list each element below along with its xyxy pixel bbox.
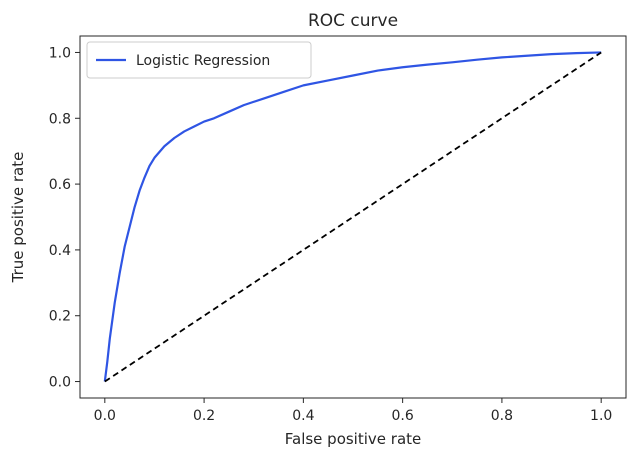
y-tick-label: 0.4 [49, 243, 71, 259]
chart-title: ROC curve [308, 11, 398, 31]
y-axis-label: True positive rate [9, 152, 27, 284]
series-line-logistic-regression [103, 51, 602, 382]
legend: Logistic Regression [86, 41, 312, 79]
y-tick-label: 0.0 [49, 375, 71, 391]
x-tick-label: 0.6 [392, 408, 414, 424]
series-line-chance-diagonal [104, 51, 602, 383]
plot-frame [79, 35, 627, 399]
x-tick-label: 1.0 [590, 408, 612, 424]
y-tick-label: 1.0 [49, 45, 71, 61]
x-tick-label: 0.0 [94, 408, 116, 424]
x-axis-label: False positive rate [285, 430, 422, 448]
plot-area: 0.0 0.2 0.4 0.6 0.8 1.0 0.0 0.2 0.4 0.6 0.8 1.0 [49, 35, 627, 424]
legend-entry-logistic-regression: Logistic Regression [136, 53, 270, 69]
x-tick-label: 0.4 [292, 408, 314, 424]
y-tick-label: 0.8 [49, 111, 71, 127]
y-tick-label: 0.6 [49, 177, 71, 193]
y-tick-label: 0.2 [49, 309, 71, 325]
x-tick-label: 0.2 [193, 408, 215, 424]
x-tick-label: 0.8 [491, 408, 513, 424]
legend-box [86, 41, 312, 79]
